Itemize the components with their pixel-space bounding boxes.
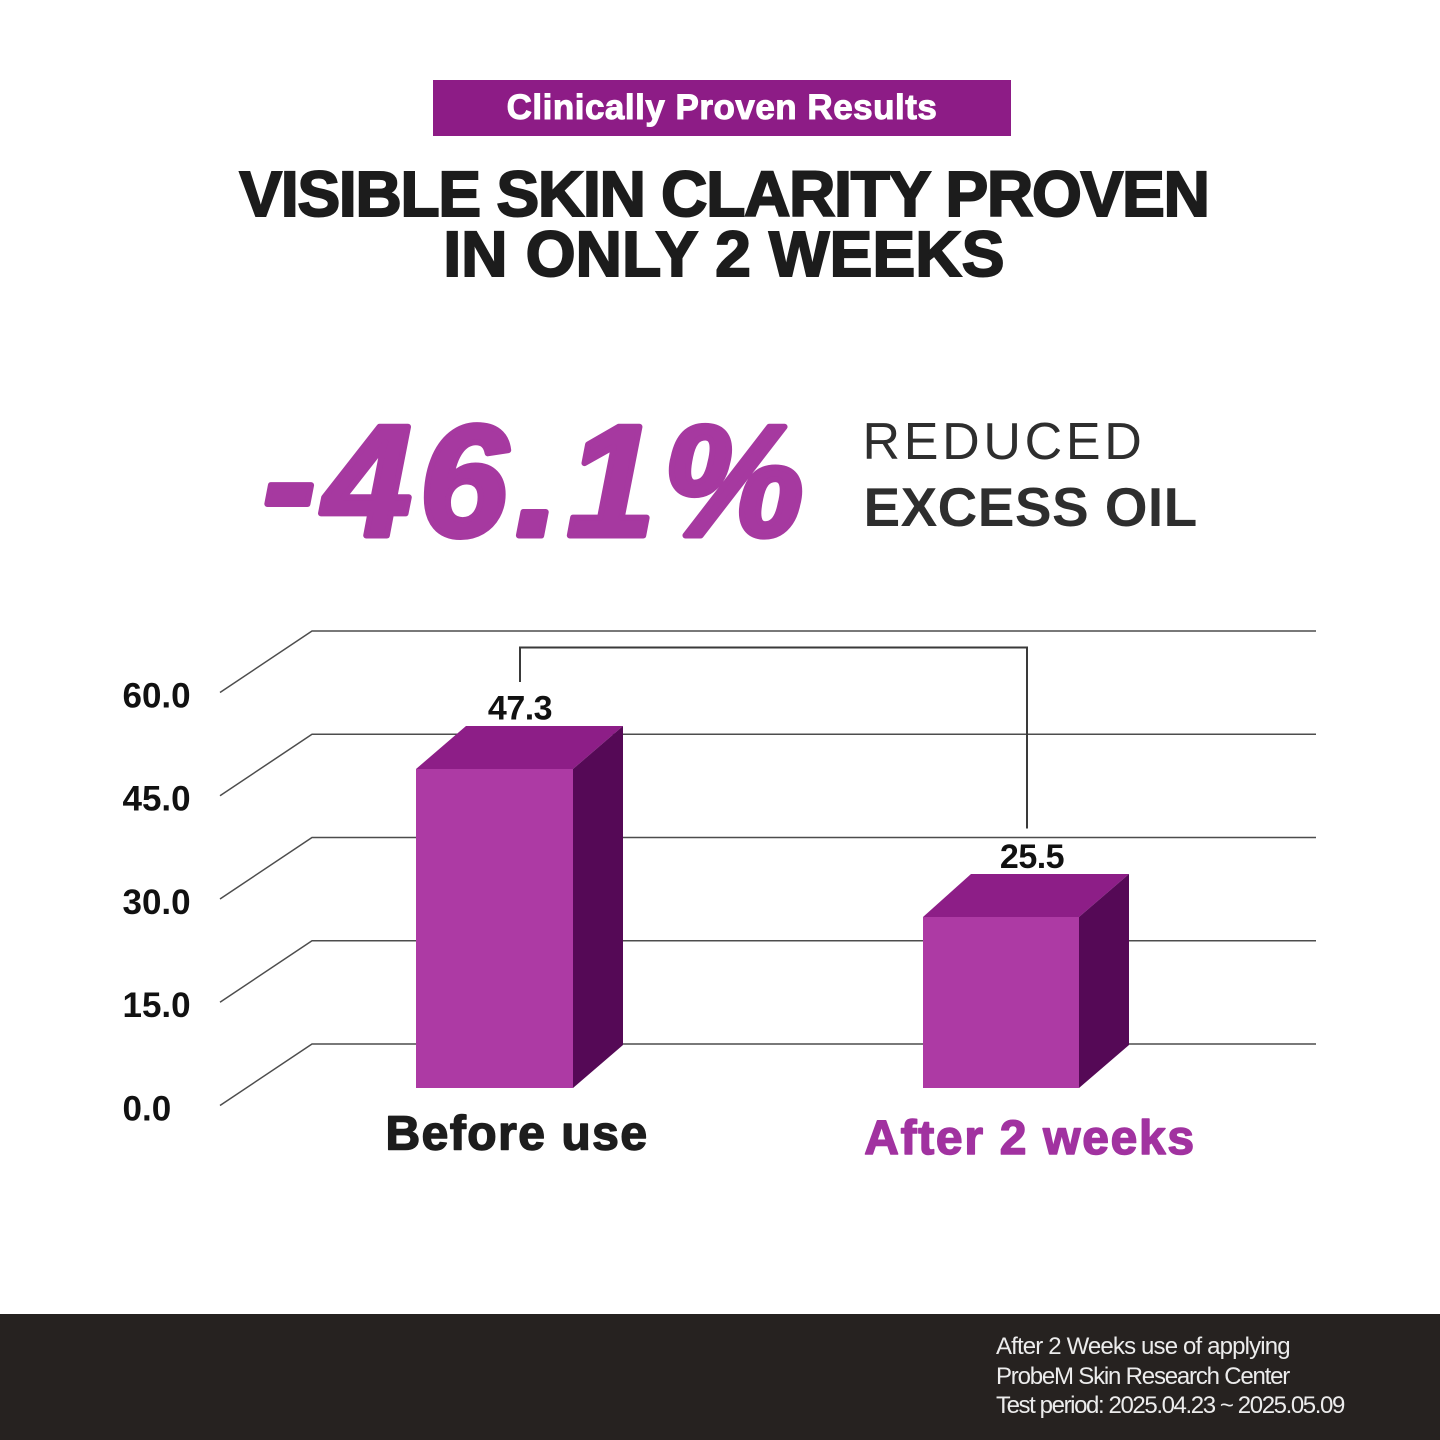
svg-text:30.0: 30.0: [123, 883, 191, 922]
svg-text:15.0: 15.0: [123, 986, 191, 1025]
svg-text:-46.1%: -46.1%: [263, 394, 812, 570]
svg-text:After 2 weeks: After 2 weeks: [864, 1112, 1196, 1165]
svg-text:0.0: 0.0: [123, 1089, 172, 1128]
svg-text:47.3: 47.3: [488, 690, 552, 728]
svg-text:Before use: Before use: [385, 1108, 648, 1161]
svg-text:45.0: 45.0: [123, 780, 191, 819]
svg-text:60.0: 60.0: [123, 676, 191, 715]
svg-text:25.5: 25.5: [1000, 838, 1064, 876]
